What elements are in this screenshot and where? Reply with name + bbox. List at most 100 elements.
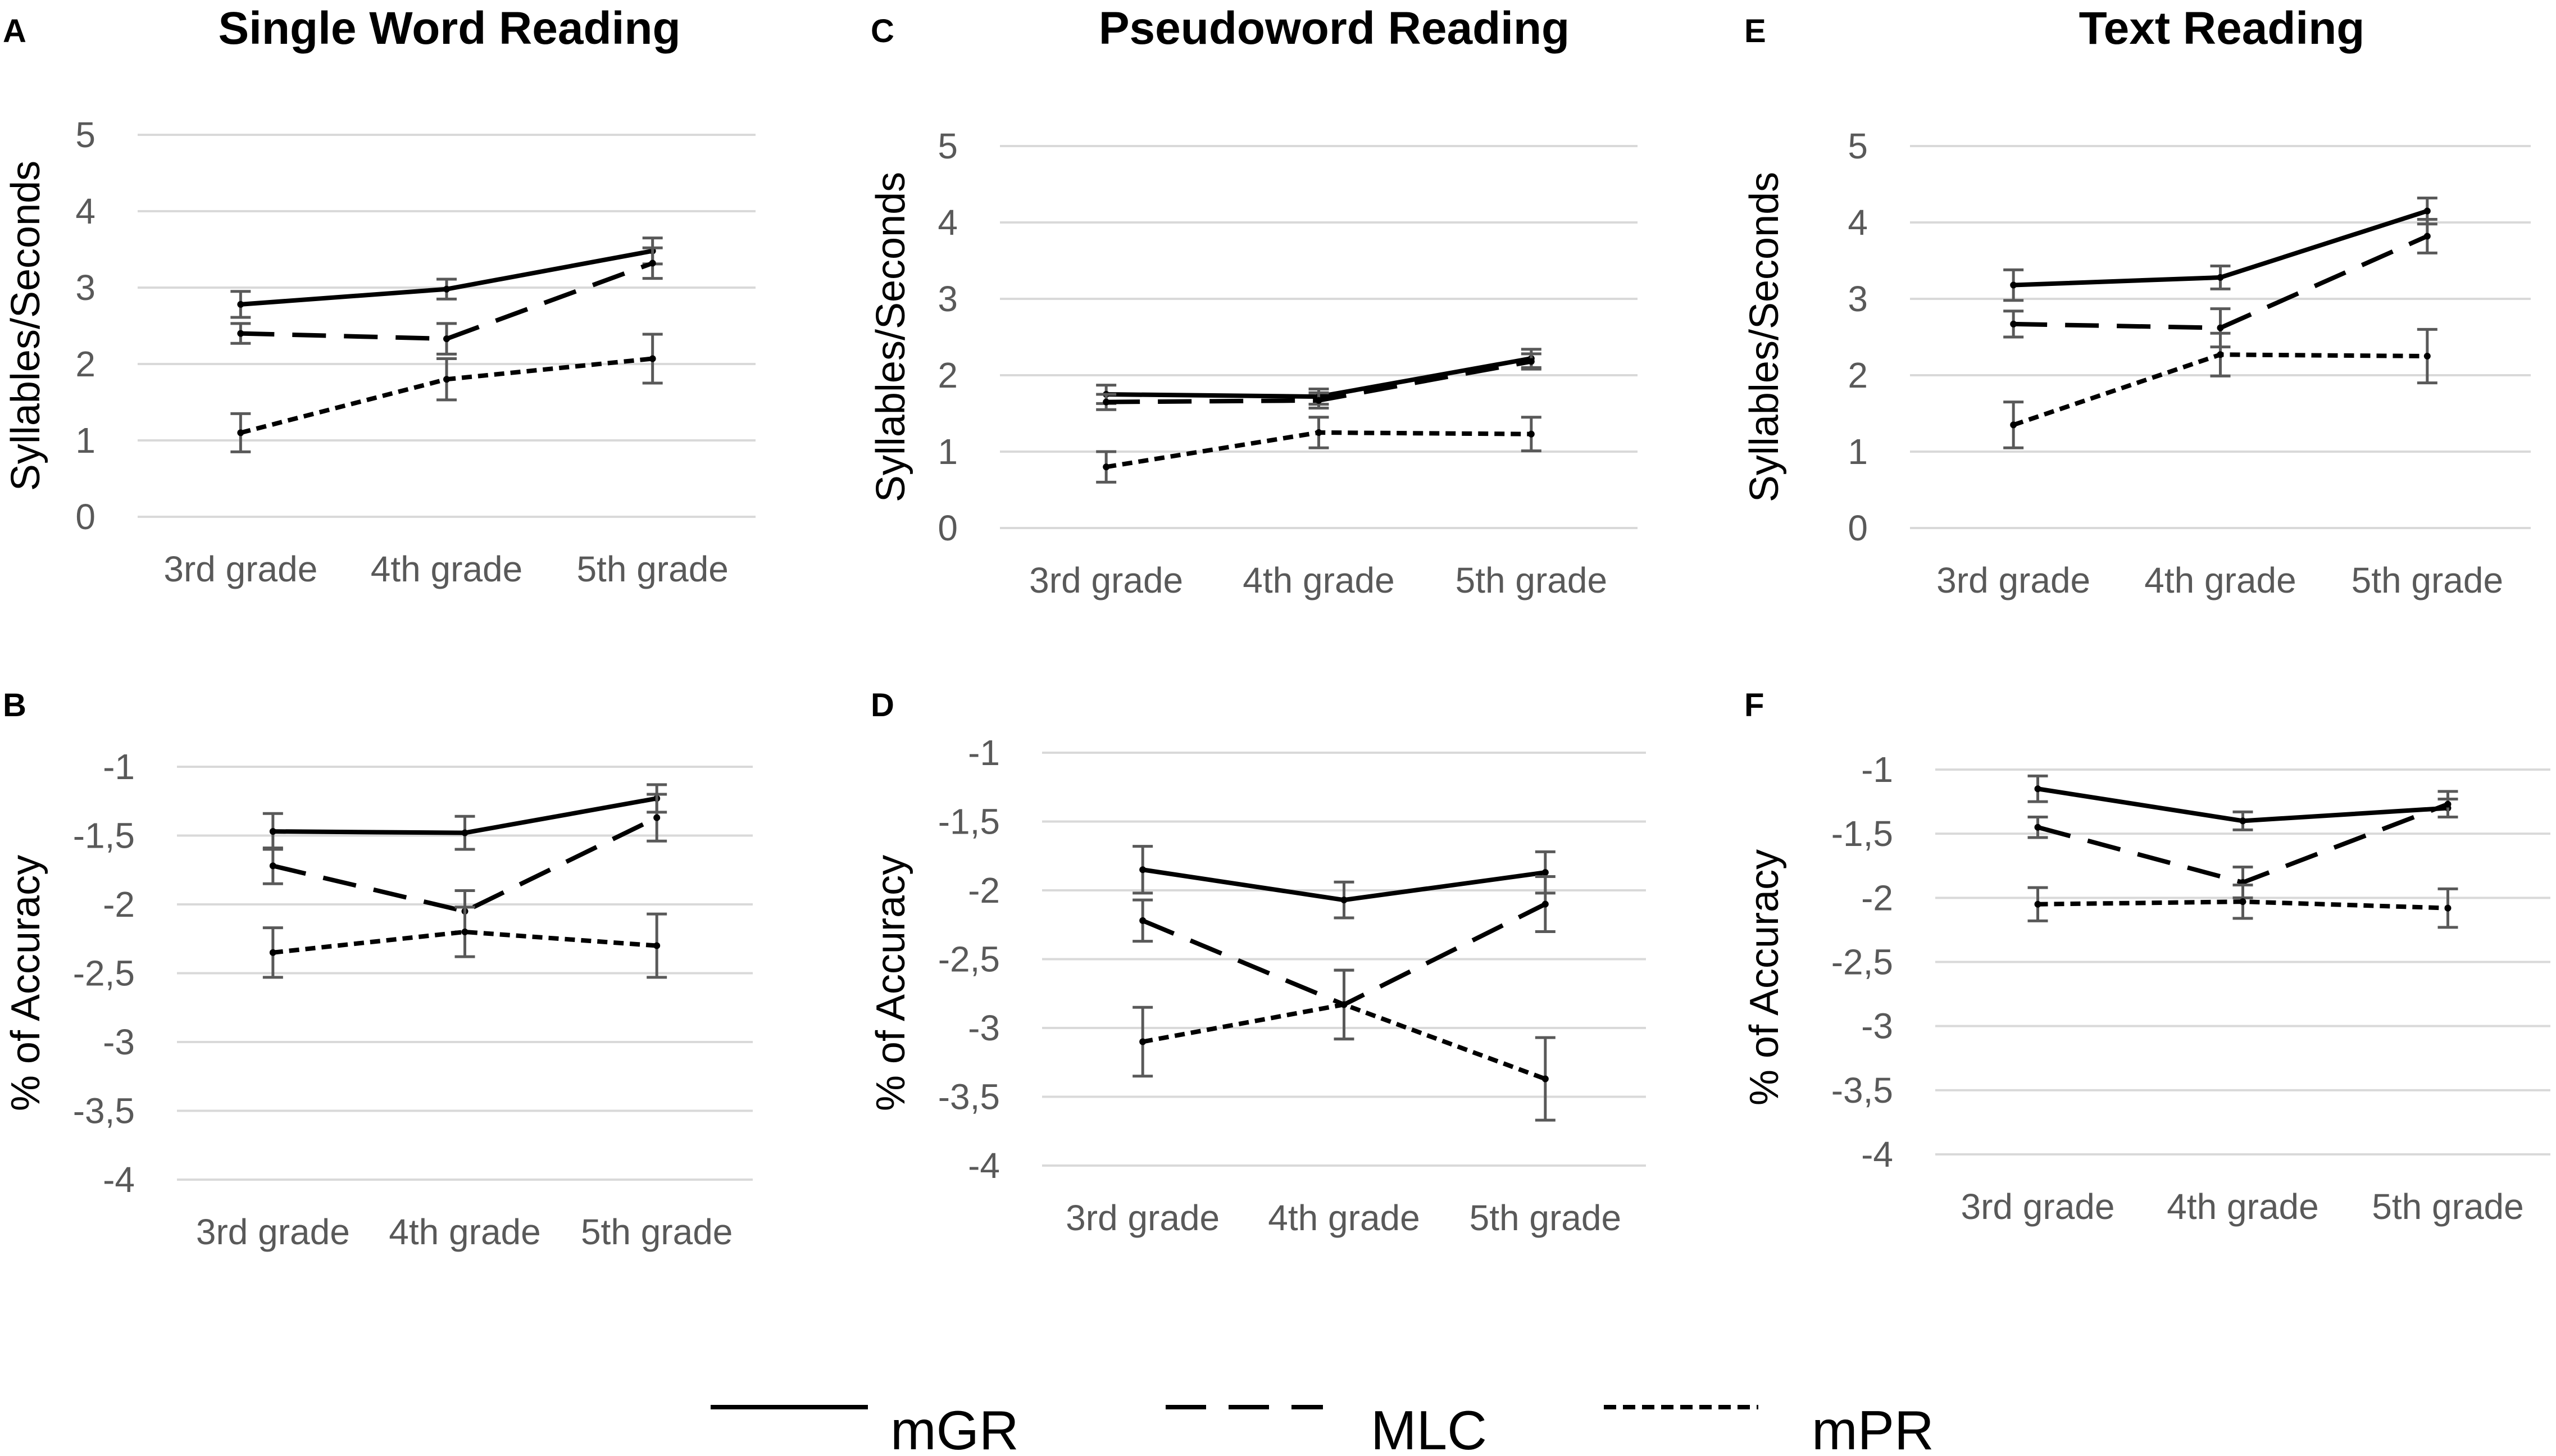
y-tick-label: -3,5 <box>938 1077 1000 1117</box>
y-axis-label: % of Accuracy <box>1742 849 1787 1105</box>
data-point <box>2239 898 2246 906</box>
y-tick-label: 2 <box>938 355 958 395</box>
y-tick-label: 3 <box>938 279 958 319</box>
x-tick-label: 5th grade <box>581 1212 733 1252</box>
x-tick-label: 5th grade <box>1456 560 1607 600</box>
panel-d: D % of Accuracy -4 -3,5 -3 -2,5 -2 -1,5 -1 3rd … <box>868 687 1646 1238</box>
plot-area: -4 -3,5 -3 -2,5 -2 -1,5 -1 3rd grade 4th grade 5t… <box>1831 749 2550 1227</box>
data-point <box>269 949 276 956</box>
x-tick-label: 3rd grade <box>1961 1186 2115 1227</box>
data-point <box>2239 817 2246 825</box>
data-point <box>1541 1075 1549 1082</box>
data-point <box>443 335 450 343</box>
legend-label: mGR <box>890 1399 1019 1456</box>
data-point <box>461 929 469 935</box>
series-line-mlc <box>272 816 658 914</box>
data-point <box>461 829 469 836</box>
y-tick-label: -3 <box>103 1022 135 1062</box>
data-point <box>2423 233 2431 240</box>
x-tick-label: 5th grade <box>1470 1198 1621 1238</box>
x-tick-label: 4th grade <box>1268 1198 1420 1238</box>
data-point <box>2444 800 2452 808</box>
data-point <box>269 828 276 835</box>
data-point <box>2010 421 2017 429</box>
x-tick-label: 5th grade <box>2352 560 2503 600</box>
y-tick-label: 2 <box>1848 355 1868 395</box>
y-tick-label: 4 <box>75 191 95 231</box>
legend-item-mpr: mPR <box>1604 1399 1934 1456</box>
y-tick-label: -3 <box>1861 1006 1893 1046</box>
y-tick-label: -3,5 <box>73 1091 135 1131</box>
panel-a: A Single Word Reading Syllables/Seconds … <box>3 3 756 589</box>
panel-f: F % of Accuracy -4 -3,5 -3 -2,5 -2 -1,5 -1 3rd … <box>1742 687 2550 1227</box>
y-tick-label: -3 <box>968 1008 1000 1048</box>
data-point <box>2034 900 2041 908</box>
panel-letter: F <box>1744 687 1764 724</box>
data-point <box>653 942 661 949</box>
y-tick-label: -2,5 <box>73 953 135 994</box>
data-point <box>1139 866 1147 873</box>
y-tick-label: -1,5 <box>1831 813 1893 854</box>
x-tick-label: 5th grade <box>576 549 728 589</box>
x-tick-label: 3rd grade <box>1029 560 1183 600</box>
y-tick-label: 3 <box>75 267 95 308</box>
data-point <box>649 355 656 362</box>
plot-area: -4 -3,5 -3 -2,5 -2 -1,5 -1 3rd grade 4th grade 5t… <box>73 747 753 1252</box>
legend-item-mgr: mGR <box>711 1399 1019 1456</box>
y-tick-label: -4 <box>968 1145 1000 1186</box>
y-tick-label: 0 <box>938 508 958 548</box>
data-point <box>2444 904 2452 912</box>
x-tick-label: 4th grade <box>389 1212 540 1252</box>
y-tick-label: -1,5 <box>73 816 135 856</box>
data-point <box>237 330 244 337</box>
data-point <box>1315 397 1322 404</box>
data-point <box>269 862 276 870</box>
y-tick-label: 0 <box>75 497 95 537</box>
x-tick-label: 4th grade <box>371 549 522 589</box>
x-tick-label: 3rd grade <box>1066 1198 1220 1238</box>
data-point <box>237 429 244 436</box>
y-tick-label: -2 <box>103 884 135 925</box>
data-point <box>2010 320 2017 327</box>
y-tick-label: 4 <box>1848 202 1868 243</box>
x-tick-label: 3rd grade <box>196 1212 350 1252</box>
data-point <box>2034 823 2041 831</box>
y-axis-label: % of Accuracy <box>3 855 48 1111</box>
panel-letter: C <box>871 13 894 49</box>
data-point <box>653 814 661 821</box>
x-tick-label: 3rd grade <box>163 549 317 589</box>
panel-letter: B <box>3 687 26 724</box>
y-tick-label: -2,5 <box>1831 942 1893 982</box>
data-point <box>1340 897 1348 904</box>
panel-letter: D <box>871 687 894 724</box>
y-tick-label: 4 <box>938 202 958 243</box>
y-tick-label: 3 <box>1848 279 1868 319</box>
x-tick-label: 4th grade <box>2144 560 2296 600</box>
y-tick-label: -1 <box>1861 749 1893 790</box>
y-tick-label: -1,5 <box>938 802 1000 842</box>
y-axis-label: Syllables/Seconds <box>3 161 48 491</box>
data-point <box>443 285 450 293</box>
data-point <box>1103 398 1110 406</box>
y-tick-label: 1 <box>75 420 95 461</box>
data-point <box>2217 351 2224 358</box>
panel-title: Pseudoword Reading <box>1099 3 1570 54</box>
data-point <box>1139 1038 1147 1045</box>
panel-title: Text Reading <box>2079 3 2365 54</box>
data-point <box>1139 917 1147 924</box>
y-tick-label: 1 <box>1848 431 1868 472</box>
legend-item-mlc: MLC <box>1166 1399 1487 1456</box>
y-tick-label: 2 <box>75 344 95 384</box>
x-tick-label: 4th grade <box>2167 1186 2318 1227</box>
legend-label: mPR <box>1812 1399 1934 1456</box>
y-tick-label: -2 <box>1861 877 1893 918</box>
panel-e: E Text Reading Syllables/Seconds 0 1 2 3 4 5 3… <box>1742 3 2531 600</box>
y-tick-label: -4 <box>103 1159 135 1200</box>
y-tick-label: 1 <box>938 431 958 472</box>
plot-area: 0 1 2 3 4 5 3rd grade 4th grade 5th grade <box>1848 126 2531 600</box>
panel-letter: E <box>1744 13 1766 49</box>
plot-area: -4 -3,5 -3 -2,5 -2 -1,5 -1 3rd grade 4th grade 5t… <box>938 732 1646 1238</box>
data-point <box>1541 900 1549 908</box>
y-tick-label: 5 <box>938 126 958 166</box>
